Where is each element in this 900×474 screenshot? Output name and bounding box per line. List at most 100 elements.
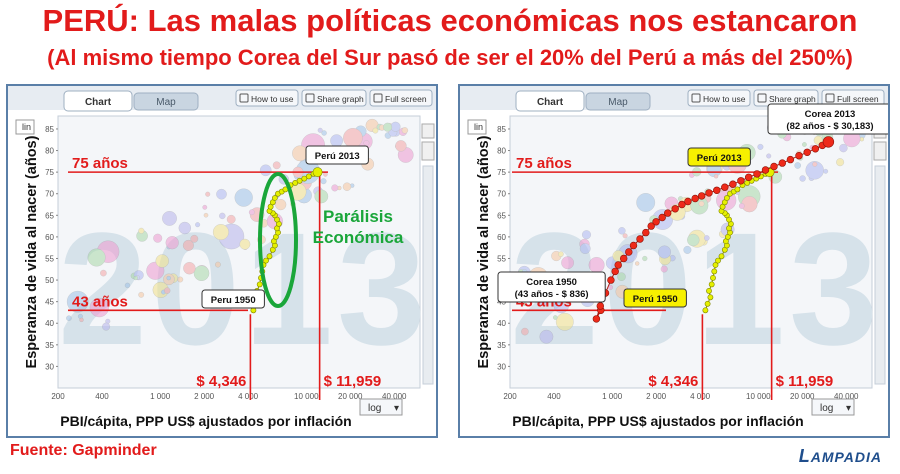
- x-axis-title: PBI/cápita, PPP US$ ajustados por inflac…: [60, 413, 351, 429]
- series-point: [678, 200, 686, 209]
- full-screen-button-label[interactable]: Full screen: [385, 94, 427, 104]
- tab-chart-label[interactable]: Chart: [537, 97, 564, 108]
- full-screen-button[interactable]: Full screen: [369, 89, 433, 107]
- series-point: [712, 262, 719, 268]
- share-graph-button[interactable]: Share graph: [301, 89, 367, 107]
- share-graph-button[interactable]: Share graph: [753, 89, 819, 107]
- country-bubble: [177, 276, 184, 283]
- vertical-scrollbar[interactable]: [874, 165, 886, 385]
- tab-map[interactable]: Map: [585, 92, 651, 111]
- tab-map[interactable]: Map: [133, 92, 199, 111]
- country-bubble: [561, 256, 574, 270]
- x-scale-selector[interactable]: log: [820, 403, 833, 414]
- country-bubble: [331, 184, 339, 192]
- x-tick-label: 20 000: [790, 392, 815, 401]
- brand-logo: LAMPADIA: [799, 446, 882, 467]
- tab-map-bg[interactable]: [133, 92, 199, 111]
- series-point: [803, 148, 811, 157]
- chart-svg: Chart Map How to use Share graph Full screen…: [460, 86, 888, 429]
- series-point: [620, 254, 628, 263]
- how-to-use-button-label[interactable]: How to use: [703, 94, 746, 104]
- x-scale-box[interactable]: [811, 398, 855, 416]
- country-bubble: [704, 235, 710, 241]
- callout-peru-2013: Perú 2013: [305, 145, 369, 165]
- x-scale-box[interactable]: [359, 398, 403, 416]
- country-bubble: [219, 212, 226, 220]
- y-tick-label: 75: [45, 168, 54, 177]
- vertical-scrollbar[interactable]: [422, 165, 434, 385]
- tab-chart[interactable]: Chart: [515, 90, 585, 112]
- tab-chart-label[interactable]: Chart: [85, 97, 112, 108]
- series-point: [753, 170, 761, 178]
- country-bubble: [839, 143, 848, 153]
- series-corea: [592, 136, 835, 323]
- x-tick-label: 200: [51, 392, 65, 401]
- series-point: [778, 159, 786, 167]
- tab-map-label[interactable]: Map: [608, 97, 628, 108]
- chevron-down-icon[interactable]: ▾: [394, 403, 399, 414]
- how-to-use-button-label[interactable]: How to use: [251, 94, 294, 104]
- chevron-down-icon[interactable]: ▾: [846, 403, 851, 414]
- callout-korea-1950: Corea 1950(43 años - $ 836): [497, 271, 606, 303]
- how-to-use-button-bg[interactable]: [235, 89, 299, 107]
- how-to-use-button-bg[interactable]: [687, 89, 751, 107]
- tab-map-label[interactable]: Map: [156, 97, 176, 108]
- x-tick-label: 1 000: [602, 392, 623, 401]
- country-bubble: [314, 189, 329, 204]
- zoom-control[interactable]: [421, 123, 435, 139]
- how-to-use-button[interactable]: How to use: [235, 89, 299, 107]
- country-bubble: [812, 161, 818, 167]
- tab-map-bg[interactable]: [585, 92, 651, 111]
- country-bubble: [687, 233, 700, 247]
- country-bubble: [553, 315, 558, 320]
- country-bubble: [401, 127, 409, 134]
- series-point: [652, 218, 660, 226]
- highlight-ellipse: [258, 172, 298, 308]
- callout-korea-1950-box: [497, 271, 606, 303]
- country-bubble: [660, 265, 668, 273]
- series-point: [625, 248, 633, 256]
- zoom-control-2[interactable]: [873, 141, 887, 161]
- zoom-control-2[interactable]: [421, 141, 435, 161]
- y-scale-box[interactable]: [467, 119, 487, 135]
- country-bubble: [363, 140, 370, 146]
- y-scale-selector[interactable]: lin: [22, 122, 31, 132]
- series-point: [301, 175, 308, 182]
- tab-chart-bg[interactable]: [63, 90, 133, 112]
- lightbulb-icon: [691, 93, 701, 103]
- chart-panel-peru: Chart Map How to use Share graph Full screen…: [6, 84, 438, 438]
- country-bubble: [383, 122, 393, 132]
- share-graph-button-bg[interactable]: [301, 89, 367, 107]
- x-tick-label: 10 000: [294, 392, 319, 401]
- x-scale-selector[interactable]: log: [368, 403, 381, 414]
- how-to-use-button[interactable]: How to use: [687, 89, 751, 107]
- country-bubble: [738, 203, 745, 209]
- country-bubble: [618, 227, 626, 235]
- series-point: [296, 177, 303, 184]
- country-bubble: [588, 257, 605, 273]
- label-75-anos: 75 años: [516, 155, 572, 172]
- series-point: [737, 177, 745, 185]
- series-point: [671, 205, 679, 213]
- country-bubble: [79, 317, 84, 323]
- country-bubble: [617, 272, 626, 281]
- y-scale-box[interactable]: [15, 119, 35, 135]
- y-tick-label: 55: [45, 254, 54, 263]
- share-graph-button-label[interactable]: Share graph: [317, 94, 364, 104]
- x-tick-label: 40 000: [382, 392, 407, 401]
- share-graph-button-label[interactable]: Share graph: [769, 94, 816, 104]
- country-bubble: [635, 261, 640, 266]
- tab-chart[interactable]: Chart: [63, 90, 133, 112]
- tab-chart-bg[interactable]: [515, 90, 585, 112]
- country-bubble: [539, 329, 554, 344]
- y-scale-selector[interactable]: lin: [474, 122, 483, 132]
- series-point: [611, 267, 619, 276]
- callout-peru-1950: Perú 1950: [623, 288, 687, 308]
- full-screen-button-label[interactable]: Full screen: [837, 94, 879, 104]
- fullscreen-icon: [373, 93, 383, 103]
- full-screen-button-bg[interactable]: [369, 89, 433, 107]
- y-axis-title: Esperanza de vida al nacer (años): [24, 135, 40, 368]
- series-point: [795, 151, 803, 160]
- label-x-0: $ 4,346: [648, 373, 698, 390]
- series-point: [718, 253, 725, 260]
